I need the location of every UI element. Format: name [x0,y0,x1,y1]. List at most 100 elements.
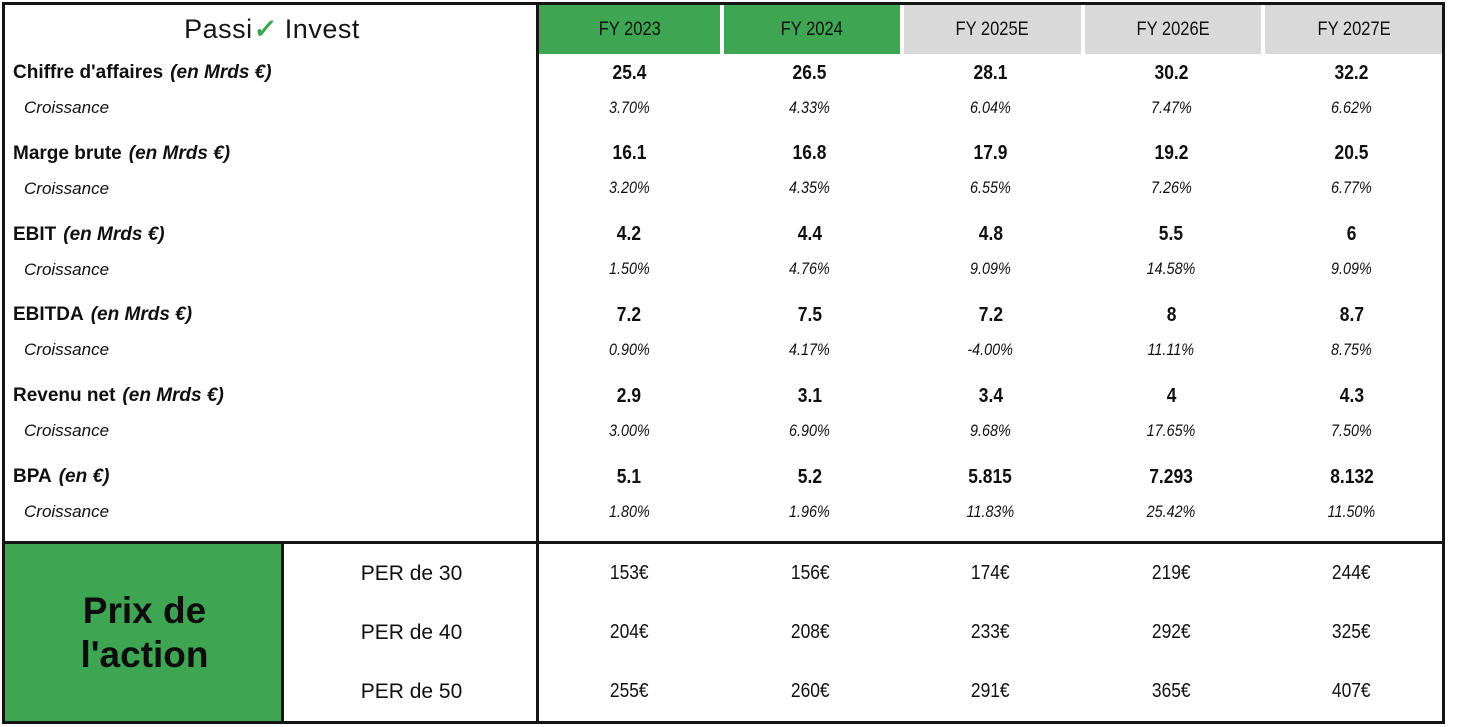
value-cell: 25.4 [612,61,647,84]
column-header-fy2027e: FY 2027E [1265,5,1442,54]
value-cell: 4.3 [1339,384,1364,407]
growth-cell: 3.20% [608,179,650,198]
value-cell: 5.1 [617,465,642,488]
logo-cell: Passi✓ Invest [5,5,539,54]
row-ebitda: EBITDA (en Mrds €) 7.2 7.5 7.2 8 8.7 Croi… [5,298,1442,379]
growth-cell: 1.80% [608,502,650,521]
value-cell: 6 [1346,223,1357,246]
growth-cell: 6.62% [1331,98,1373,117]
price-cell: 291€ [971,680,1010,702]
growth-cell: 4.76% [789,260,831,279]
value-cell: 3.4 [978,384,1003,407]
value-cell: 17.9 [973,142,1008,165]
growth-cell: -4.00% [967,340,1014,359]
per-50-label: PER de 50 [360,679,463,703]
per-30-label: PER de 30 [360,561,463,585]
share-price-section: Prix de l'action PER de 30 153€ 156€ 174€… [5,541,1442,721]
growth-cell: 11.11% [1147,340,1195,359]
value-cell: 20.5 [1334,142,1369,165]
metric-label: EBITDA (en Mrds €) [13,304,193,326]
table-body: Chiffre d'affaires (en Mrds €) 25.4 26.5 … [5,54,1442,541]
label-column-divider [536,5,539,721]
growth-cell: 7.47% [1150,98,1192,117]
value-cell: 5.2 [797,465,822,488]
metric-unit: (en Mrds €) [128,142,231,164]
price-cell: 153€ [609,562,649,584]
growth-label: Croissance [24,340,110,360]
growth-cell: 9.09% [970,260,1011,279]
price-cell: 365€ [1151,680,1191,702]
row-ebit: EBIT (en Mrds €) 4.2 4.4 4.8 5.5 6 Croiss… [5,218,1442,299]
value-cell: 4.2 [617,223,642,246]
price-section-title: Prix de l'action [80,589,209,675]
value-cell: 7.293 [1149,465,1193,488]
growth-label: Croissance [24,259,110,279]
price-cell: 292€ [1151,621,1191,643]
growth-label: Croissance [24,98,110,117]
growth-cell: 17.65% [1146,421,1196,440]
growth-cell: 6.90% [789,421,831,440]
value-cell: 4.4 [797,223,822,246]
price-cell: 255€ [609,680,649,702]
column-header-fy2024: FY 2024 [723,5,901,54]
growth-cell: 6.55% [970,179,1011,198]
metric-unit: (en Mrds €) [122,385,224,407]
price-box-divider [281,544,284,721]
growth-cell: 7.50% [1331,421,1373,440]
growth-cell: 0.90% [608,340,650,359]
metric-unit: (en Mrds €) [170,62,272,83]
value-cell: 2.9 [617,384,642,407]
value-cell: 8 [1166,303,1176,326]
growth-cell: 6.77% [1331,179,1373,198]
value-cell: 4 [1166,384,1176,407]
price-cell: 244€ [1332,562,1372,584]
growth-cell: 25.42% [1146,502,1196,521]
price-cell: 233€ [971,621,1010,643]
growth-label: Croissance [24,502,110,522]
growth-label: Croissance [24,178,110,198]
price-cell: 156€ [790,562,830,584]
growth-label: Croissance [24,421,110,441]
metric-label: Marge brute (en Mrds €) [13,142,231,164]
growth-cell: 1.50% [608,260,650,279]
logo-text-suffix: Invest [284,14,360,44]
growth-cell: 3.70% [608,98,650,117]
logo-text-prefix: Passi [184,14,253,44]
value-cell: 16.8 [792,142,827,165]
row-marge-brute: Marge brute (en Mrds €) 16.1 16.8 17.9 19… [5,137,1442,218]
metric-unit: (en €) [58,466,110,488]
value-cell: 26.5 [792,61,827,84]
metric-label: Chiffre d'affaires (en Mrds €) [13,62,272,83]
price-section-title-box: Prix de l'action [5,544,284,721]
value-cell: 28.1 [973,61,1008,84]
price-cell: 407€ [1332,680,1372,702]
growth-cell: 9.09% [1331,260,1373,279]
value-cell: 30.2 [1154,61,1189,84]
growth-cell: 6.04% [970,98,1011,117]
price-cell: 260€ [790,680,830,702]
growth-cell: 3.00% [608,421,650,440]
value-cell: 3.1 [797,384,822,407]
value-cell: 8.7 [1339,303,1364,326]
column-header-fy2023: FY 2023 [539,5,720,54]
growth-cell: 4.35% [789,179,831,198]
price-cell: 174€ [971,562,1010,584]
value-cell: 5.5 [1158,223,1184,246]
value-cell: 7.5 [797,303,822,326]
growth-cell: 11.50% [1327,502,1376,521]
header-row: Passi✓ Invest FY 2023 FY 2024 FY 2025E FY… [5,5,1442,54]
value-cell: 19.2 [1154,142,1189,165]
logo-check-icon: ✓ [252,14,279,44]
growth-cell: 14.58% [1146,260,1196,279]
growth-cell: 11.83% [966,502,1015,521]
value-cell: 4.8 [978,223,1003,246]
price-cell: 219€ [1151,562,1191,584]
value-cell: 5.815 [968,465,1013,488]
growth-cell: 8.75% [1331,340,1373,359]
price-cell: 325€ [1332,621,1372,643]
brand-logo: Passi✓ Invest [184,14,360,45]
column-header-fy2025e: FY 2025E [904,5,1081,54]
row-chiffre-daffaires: Chiffre d'affaires (en Mrds €) 25.4 26.5 … [5,56,1442,137]
